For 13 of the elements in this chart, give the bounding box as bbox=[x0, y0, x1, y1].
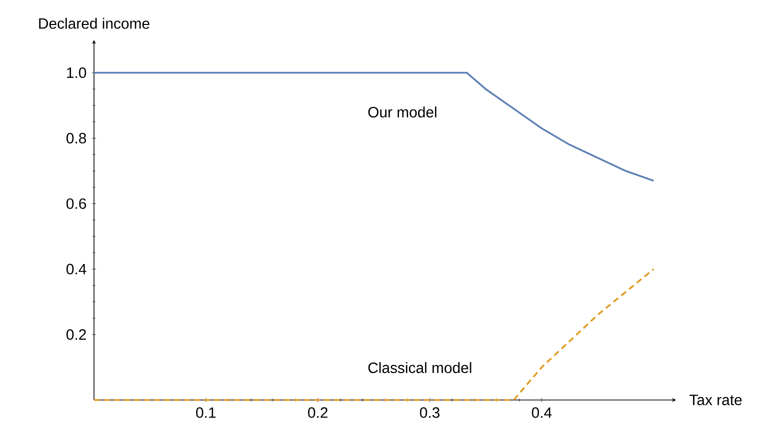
y-tick-label: 0.8 bbox=[66, 132, 86, 144]
y-tick-label: 0.6 bbox=[66, 198, 86, 209]
y-tick-label: 1.0 bbox=[67, 67, 86, 78]
x-tick-label: 0.1 bbox=[196, 407, 216, 418]
series-label: Classical model bbox=[368, 362, 472, 374]
y-axis-title: Declared income bbox=[39, 18, 150, 29]
x-axis-title: Tax rate bbox=[690, 394, 742, 406]
y-tick-label: 0.2 bbox=[66, 329, 86, 340]
x-tick-label: 0.2 bbox=[308, 407, 328, 418]
y-tick-label: 0.4 bbox=[66, 264, 86, 274]
x-tick-label: 0.3 bbox=[420, 407, 440, 418]
text: Our model bbox=[368, 106, 436, 118]
x-tick-label: 0.4 bbox=[532, 407, 552, 418]
